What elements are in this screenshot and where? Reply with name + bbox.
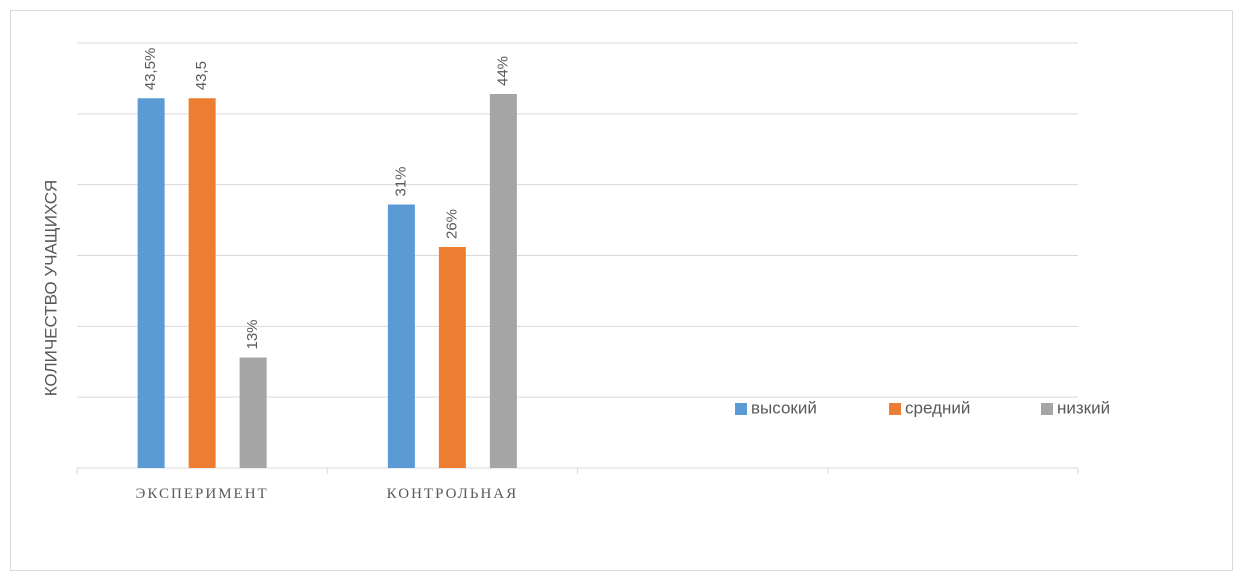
chart-border (10, 10, 1233, 571)
legend-swatch (889, 403, 901, 415)
legend-label: низкий (1057, 398, 1110, 417)
bar (239, 357, 267, 468)
data-label: 43,5% (142, 48, 159, 91)
bar (137, 98, 165, 468)
legend-label: средний (905, 398, 970, 417)
bar (438, 247, 466, 468)
bar (188, 98, 216, 468)
legend-label: высокий (751, 398, 817, 417)
legend-swatch (735, 403, 747, 415)
data-label: 13% (244, 319, 261, 349)
y-axis-label: КОЛИЧЕСТВО УЧАЩИХСЯ (41, 180, 60, 397)
bar (387, 204, 415, 468)
x-tick-label: КОНТРОЛЬНАЯ (387, 486, 519, 502)
data-label: 43,5 (193, 61, 210, 90)
data-label: 31% (392, 166, 409, 196)
data-label: 26% (443, 209, 460, 239)
bar (489, 94, 517, 468)
data-label: 44% (494, 56, 511, 86)
x-tick-label: ЭКСПЕРИМЕНТ (136, 486, 269, 502)
legend-swatch (1041, 403, 1053, 415)
